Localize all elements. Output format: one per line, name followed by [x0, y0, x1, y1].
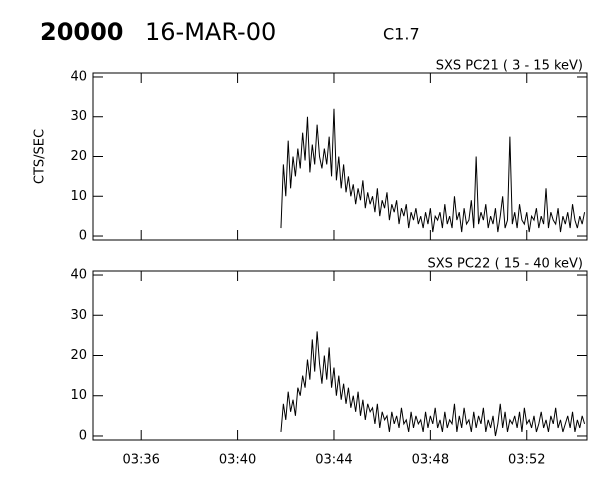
panel-title: SXS PC21 ( 3 - 15 keV): [436, 59, 583, 74]
y-tick-label: 20: [70, 149, 87, 164]
y-tick-label: 20: [70, 348, 87, 363]
x-tick-label: 03:40: [219, 453, 256, 468]
y-tick-label: 0: [79, 428, 87, 443]
x-tick-label: 03:44: [315, 453, 352, 468]
plot-frame: [92, 270, 588, 441]
y-axis-label: CTS/SEC: [33, 129, 48, 184]
y-tick-label: 10: [70, 388, 87, 403]
plot-frame: [92, 72, 588, 241]
y-tick-label: 10: [70, 189, 87, 204]
y-tick-label: 0: [79, 229, 87, 244]
data-line: [280, 108, 586, 233]
data-line: [280, 331, 586, 437]
y-tick-label: 40: [70, 268, 87, 283]
x-tick-label: 03:48: [412, 453, 449, 468]
y-tick-label: 30: [70, 109, 87, 124]
x-tick-label: 03:52: [508, 453, 545, 468]
panel-title: SXS PC22 ( 15 - 40 keV): [427, 257, 583, 272]
flare-class: C1.7: [383, 25, 420, 44]
y-tick-label: 30: [70, 308, 87, 323]
x-tick-label: 03:36: [122, 453, 159, 468]
y-tick-label: 40: [70, 69, 87, 84]
event-number: 20000: [40, 18, 124, 46]
event-date: 16-MAR-00: [145, 18, 276, 46]
